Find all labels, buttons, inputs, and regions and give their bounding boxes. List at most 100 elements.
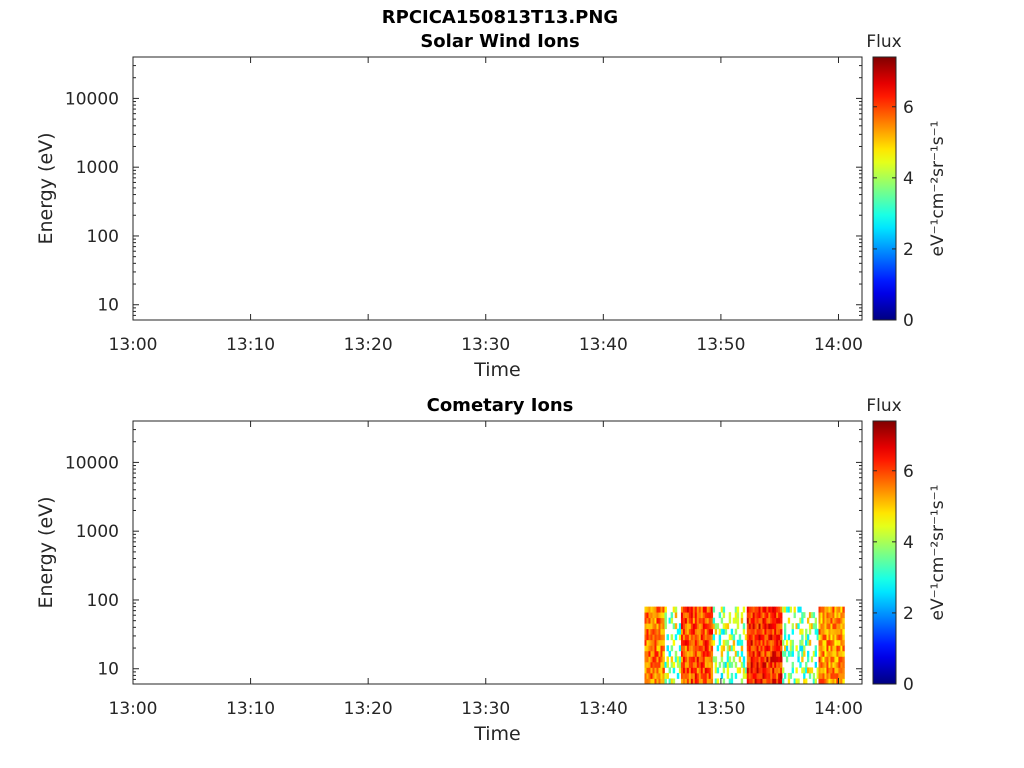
heatmap-cell [688,661,692,668]
heatmap-cell [752,617,756,624]
heatmap-cell [676,656,680,663]
heatmap-cell [686,650,690,657]
heatmap-cell [760,634,763,641]
heatmap-cell [686,628,690,635]
heatmap-cell [828,650,831,657]
heatmap-cell [648,634,651,641]
heatmap-cell [770,667,773,674]
heatmap-cell [684,656,688,663]
heatmap-cell [756,678,759,685]
heatmap-cell [764,623,767,630]
heatmap-cell [801,650,804,657]
heatmap-cell [704,667,708,674]
heatmap-cell [820,623,823,630]
heatmap-cell [688,678,692,685]
heatmap-cell [766,634,769,641]
heatmap-cell [826,606,829,613]
heatmap-cell [708,628,712,635]
heatmap-cell [770,678,773,685]
heatmap-cell [824,628,827,635]
heatmap-cell [678,656,682,663]
spectrogram-data [644,606,845,685]
heatmap-cell [644,667,647,674]
heatmap-cell [772,645,775,652]
heatmap-cell [698,623,702,630]
heatmap-cell [682,639,686,646]
heatmap-cell [820,628,823,635]
heatmap-cell [734,628,738,635]
heatmap-cell [766,650,769,657]
heatmap-cell [682,678,686,685]
heatmap-cell [830,612,833,619]
heatmap-cell [750,634,754,641]
heatmap-cell [658,661,661,668]
heatmap-cell [820,639,823,646]
heatmap-cell [826,645,829,652]
heatmap-cell [750,667,754,674]
heatmap-cell [766,645,769,652]
heatmap-cell [706,628,710,635]
colorbar-gradient [873,421,896,684]
heatmap-cell [704,639,708,646]
heatmap-cell [764,639,767,646]
heatmap-cell [712,634,716,641]
heatmap-cell [818,678,821,685]
heatmap-cell [702,672,706,679]
heatmap-cell [764,634,767,641]
x-tick-label: 13:10 [226,335,275,355]
x-tick-label: 14:00 [814,699,863,719]
heatmap-cell [824,612,827,619]
heatmap-cell [704,656,708,663]
heatmap-cell [730,672,734,679]
heatmap-cell [662,650,665,657]
heatmap-cell [696,678,700,685]
heatmap-cell [674,606,678,613]
heatmap-cell [732,634,736,641]
heatmap-cell [774,672,777,679]
heatmap-cell [758,612,761,619]
heatmap-cell [820,661,823,668]
heatmap-cell [750,623,754,630]
heatmap-cell [806,656,810,663]
heatmap-cell [742,672,746,679]
heatmap-cell [652,623,655,630]
heatmap-cell [746,672,750,679]
heatmap-cell [842,634,845,641]
heatmap-cell [830,639,833,646]
heatmap-cell [704,634,708,641]
heatmap-cell [770,623,773,630]
heatmap-cell [834,678,837,685]
heatmap-cell [828,623,831,630]
heatmap-cell [726,672,730,679]
heatmap-cell [688,650,692,657]
heatmap-cell [762,661,765,668]
heatmap-cell [702,612,706,619]
heatmap-cell [720,650,724,657]
y-tick-label: 100 [87,591,119,611]
heatmap-cell [808,667,812,674]
heatmap-cell [652,628,655,635]
heatmap-cell [702,656,706,663]
heatmap-cell [694,656,698,663]
heatmap-cell [702,606,706,613]
heatmap-cell [789,606,793,613]
heatmap-cell [832,667,835,674]
heatmap-cell [748,634,752,641]
heatmap-cell [791,650,794,657]
heatmap-cell [746,634,750,641]
heatmap-cell [838,639,841,646]
heatmap-cell [830,617,833,624]
heatmap-cell [704,628,708,635]
heatmap-cell [756,656,759,663]
heatmap-cell [764,667,767,674]
heatmap-cell [776,612,779,619]
heatmap-cell [690,612,694,619]
heatmap-cell [834,612,837,619]
heatmap-cell [682,606,686,613]
heatmap-cell [758,661,761,668]
heatmap-cell [694,606,698,613]
heatmap-cell [694,645,698,652]
heatmap-cell [720,656,724,663]
heatmap-cell [662,634,665,641]
heatmap-cell [746,617,750,624]
